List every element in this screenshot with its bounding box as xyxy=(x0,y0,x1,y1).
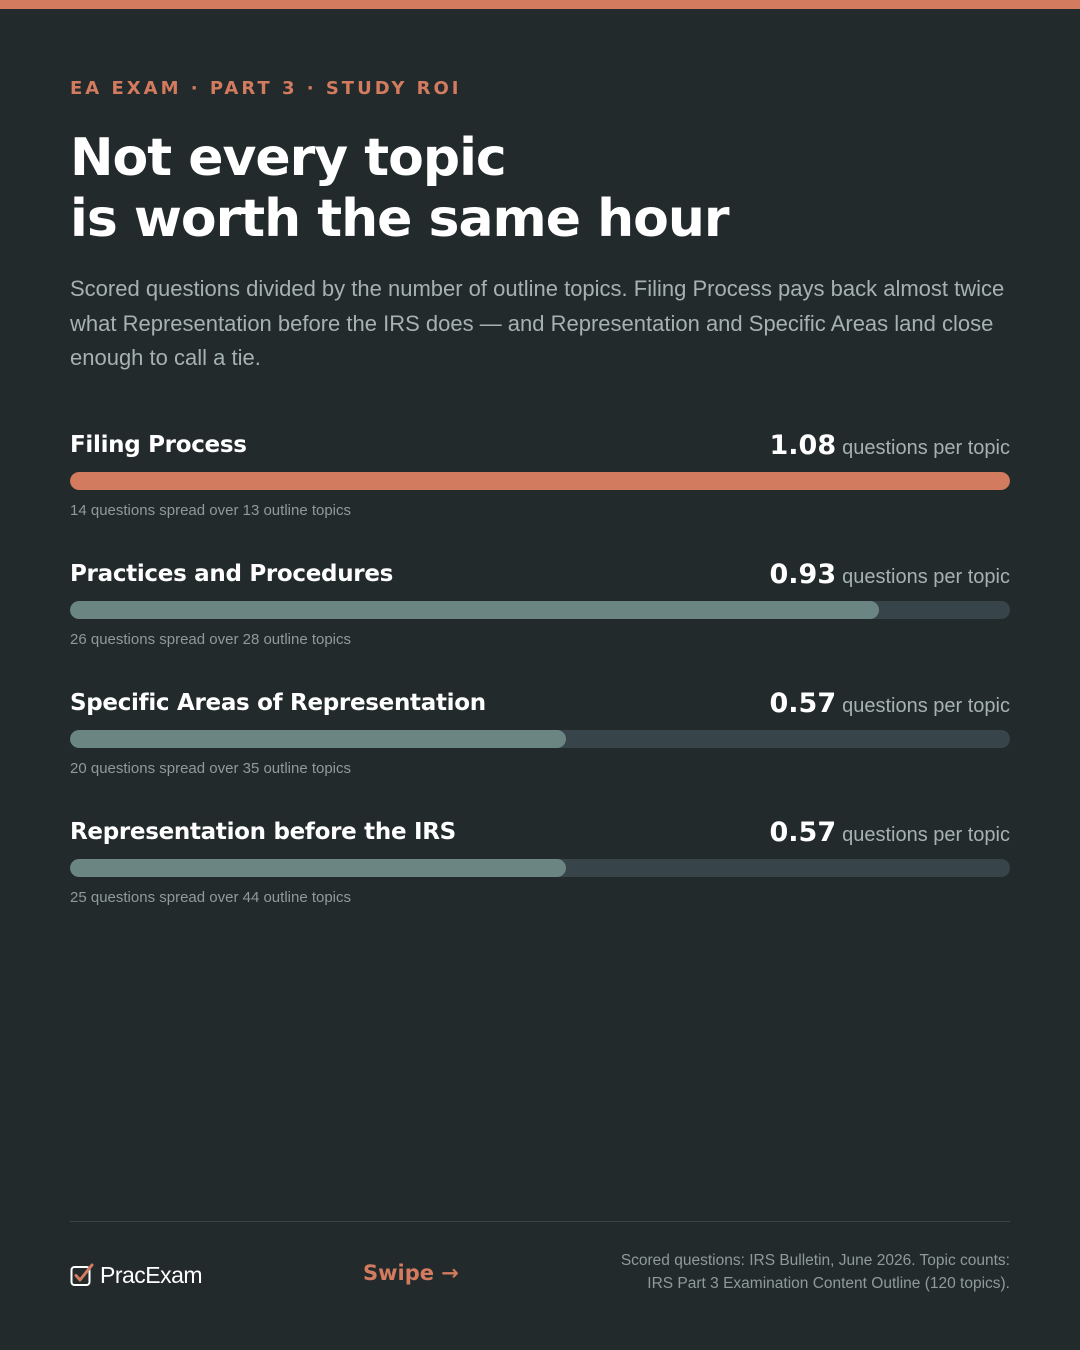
category-label: Practices and Procedures xyxy=(70,561,394,587)
category-label: Specific Areas of Representation xyxy=(70,690,486,716)
brand-name: PracExam xyxy=(100,1261,203,1288)
page-title: Not every topic is worth the same hour xyxy=(70,128,730,250)
unit-label: questions per topic xyxy=(842,566,1010,588)
metric: 0.93 questions per topic xyxy=(769,559,1010,590)
bar-track xyxy=(70,730,1010,748)
unit-label: questions per topic xyxy=(842,437,1010,459)
chart-row: Specific Areas of Representation 0.57 ques… xyxy=(70,688,1010,817)
source-line-1: Scored questions: IRS Bulletin, June 202… xyxy=(620,1252,1010,1269)
checkbox-check-icon xyxy=(70,1263,94,1286)
footer-divider xyxy=(70,1221,1010,1222)
value-label: 1.08 xyxy=(769,430,837,461)
metric: 1.08 questions per topic xyxy=(769,430,1010,461)
unit-label: questions per topic xyxy=(842,824,1010,846)
source-note: Scored questions: IRS Bulletin, June 202… xyxy=(621,1249,1010,1295)
unit-label: questions per topic xyxy=(842,695,1010,717)
chart-row: Filing Process 1.08 questions per topic 14 … xyxy=(70,430,1010,559)
bar xyxy=(70,472,1010,490)
bar-track xyxy=(70,859,1010,877)
bar-track xyxy=(70,472,1010,490)
category-label: Filing Process xyxy=(70,432,247,458)
row-note: 20 questions spread over 35 outline topi… xyxy=(70,760,352,777)
bar xyxy=(70,601,879,619)
value-label: 0.57 xyxy=(769,688,837,719)
bar-chart: Filing Process 1.08 questions per topic 14 … xyxy=(70,430,1010,946)
category-label: Representation before the IRS xyxy=(70,819,456,845)
value-label: 0.57 xyxy=(769,817,837,848)
row-note: 25 questions spread over 44 outline topi… xyxy=(70,889,352,906)
bar-track xyxy=(70,601,1010,619)
row-note: 26 questions spread over 28 outline topi… xyxy=(70,631,352,648)
title-line-1: Not every topic xyxy=(70,128,507,188)
chart-row: Practices and Procedures 0.93 questions pe… xyxy=(70,559,1010,688)
metric: 0.57 questions per topic xyxy=(769,817,1010,848)
eyebrow: EA EXAM · PART 3 · STUDY ROI xyxy=(70,78,462,99)
brand-logo: PracExam xyxy=(70,1260,203,1290)
title-line-2: is worth the same hour xyxy=(70,189,730,249)
bar xyxy=(70,730,566,748)
chart-row: Representation before the IRS 0.57 questio… xyxy=(70,817,1010,946)
metric: 0.57 questions per topic xyxy=(769,688,1010,719)
swipe-prompt[interactable]: Swipe → xyxy=(363,1261,459,1285)
row-note: 14 questions spread over 13 outline topi… xyxy=(70,502,352,519)
top-accent-bar xyxy=(0,0,1080,9)
value-label: 0.93 xyxy=(769,559,837,590)
source-line-2: IRS Part 3 Examination Content Outline (… xyxy=(647,1275,1010,1292)
subtitle: Scored questions divided by the number o… xyxy=(70,276,1005,370)
bar xyxy=(70,859,566,877)
